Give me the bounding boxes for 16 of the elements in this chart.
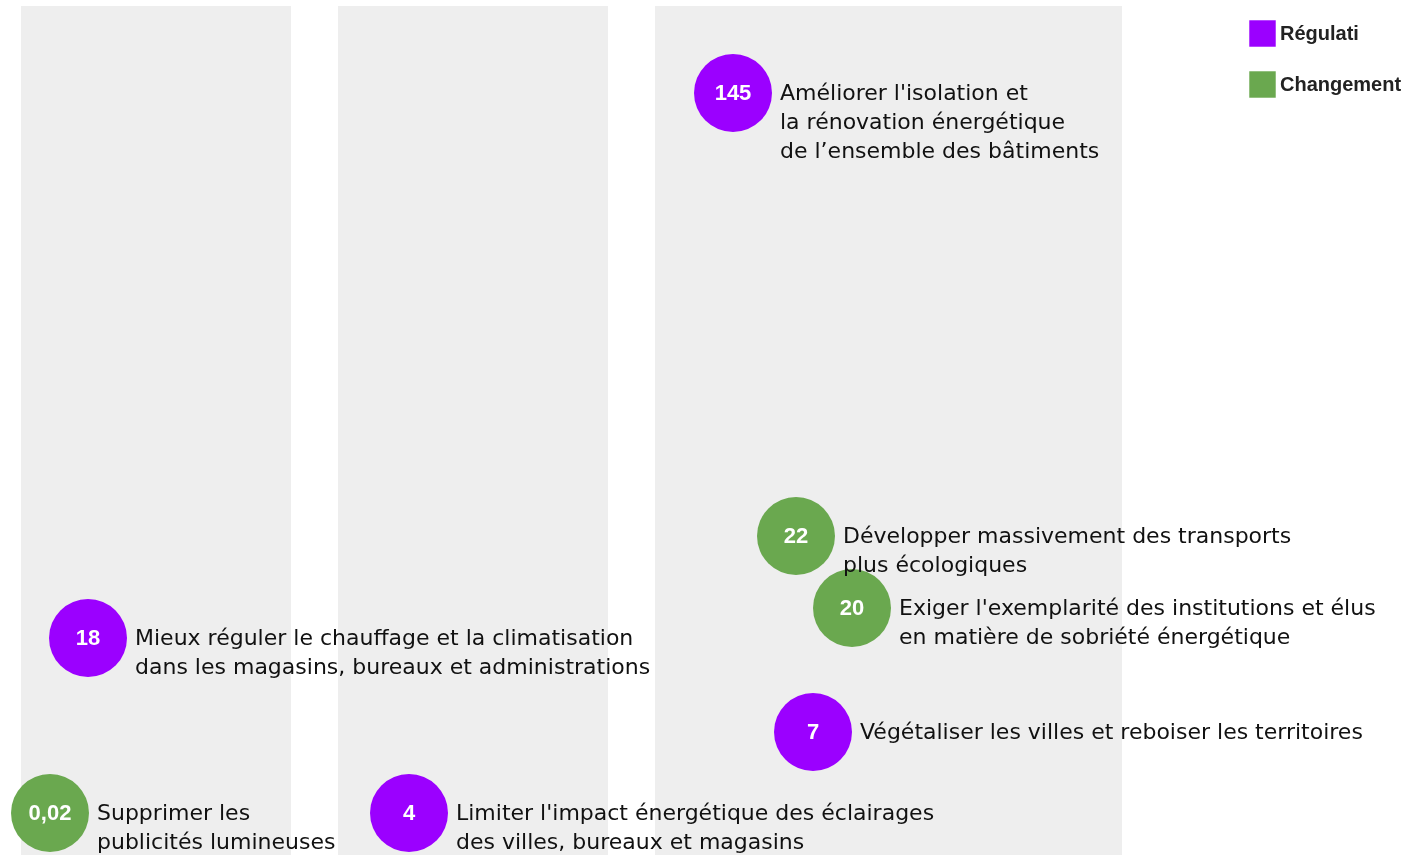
category-label: Limiter l'impact énergétique des éclairages des villes, bureaux et magasins (456, 800, 935, 854)
data-label: 18 (75, 625, 101, 650)
data-label: 145 (714, 80, 752, 105)
category-label: Supprimer les publicités lumineuses (97, 800, 336, 854)
data-label: 7 (806, 719, 820, 744)
category-label: Exiger l'exemplarité des institutions et élus en matière de sobriété énergétique (899, 595, 1376, 649)
data-label: 0,02 (28, 800, 72, 825)
category-label: Améliorer l'isolation et la rénovation énergétique de l’ensemble des bâtiments (780, 80, 1100, 163)
data-label: 4 (402, 800, 416, 825)
category-label: Végétaliser les villes et reboiser les territoires (860, 719, 1363, 744)
category-label: Développer massivement des transports plus écologiques (843, 523, 1292, 577)
legend-label: Régulati (1280, 21, 1359, 44)
category-label: Mieux réguler le chauffage et la climatisation dans les magasins, bureaux et administrations (135, 625, 651, 679)
legend-label: Changement (1280, 72, 1402, 95)
data-label: 20 (839, 595, 865, 620)
data-label: 22 (783, 523, 809, 548)
